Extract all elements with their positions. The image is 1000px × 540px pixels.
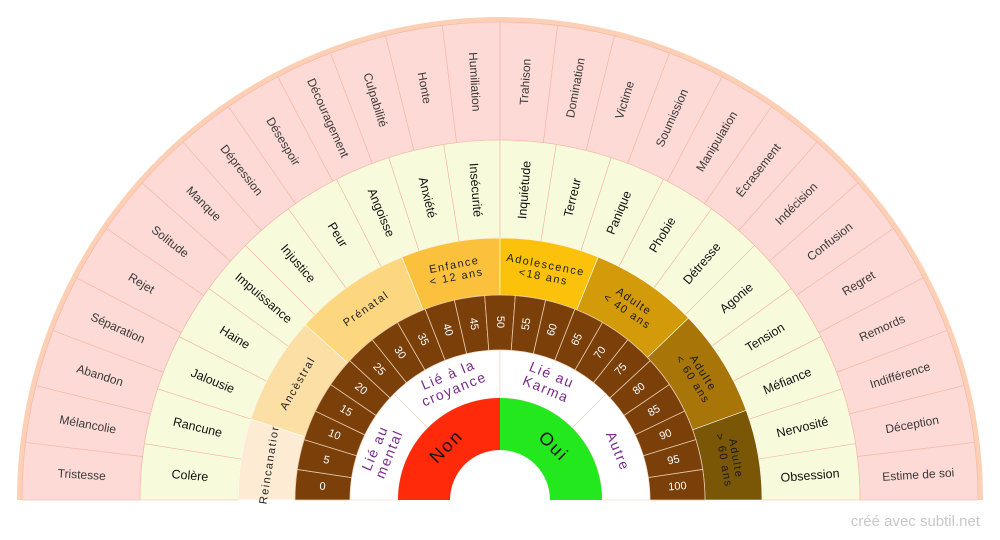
number-label-45: 45 (467, 317, 481, 331)
emotion-label-inquietude: Inquiétude (515, 160, 534, 219)
outer-emotion-ring: TristesseMélancolieAbandonSéparationReje… (17, 17, 983, 501)
outer-label-trahison: Trahison (517, 58, 534, 105)
number-label-30: 30 (391, 344, 408, 361)
number-label-20: 20 (352, 381, 369, 398)
number-label-90: 90 (658, 427, 674, 443)
credit-text: créé avec subtil.net (850, 513, 980, 530)
outer-label-honte: Honte (415, 71, 435, 105)
number-label-60: 60 (545, 322, 560, 337)
number-label-85: 85 (646, 403, 663, 420)
number-label-10: 10 (326, 427, 342, 443)
answer-ring: Non Oui (398, 398, 602, 500)
number-label-55: 55 (520, 317, 534, 331)
number-label-80: 80 (631, 381, 648, 398)
number-label-15: 15 (338, 403, 355, 420)
outer-label-humiliation: Humiliation (466, 52, 484, 112)
number-label-65: 65 (569, 332, 585, 348)
number-label-50: 50 (494, 316, 506, 328)
number-label-35: 35 (415, 332, 431, 348)
answer-segment-oui (500, 398, 602, 500)
number-label-70: 70 (592, 344, 609, 361)
emotion-label-insecurite: Insécurité (466, 162, 484, 217)
number-label-40: 40 (440, 322, 455, 337)
number-label-5: 5 (322, 454, 331, 467)
outer-label-estime-de-soi: Estime de soi (882, 466, 955, 484)
emotion-label-colere: Colère (171, 467, 209, 484)
number-label-95: 95 (666, 453, 681, 467)
number-label-0: 0 (319, 480, 326, 492)
emotion-label-obsession: Obsession (780, 466, 840, 485)
answer-segment-non (398, 398, 500, 500)
number-label-100: 100 (668, 480, 687, 493)
outer-label-tristesse: Tristesse (57, 466, 106, 483)
